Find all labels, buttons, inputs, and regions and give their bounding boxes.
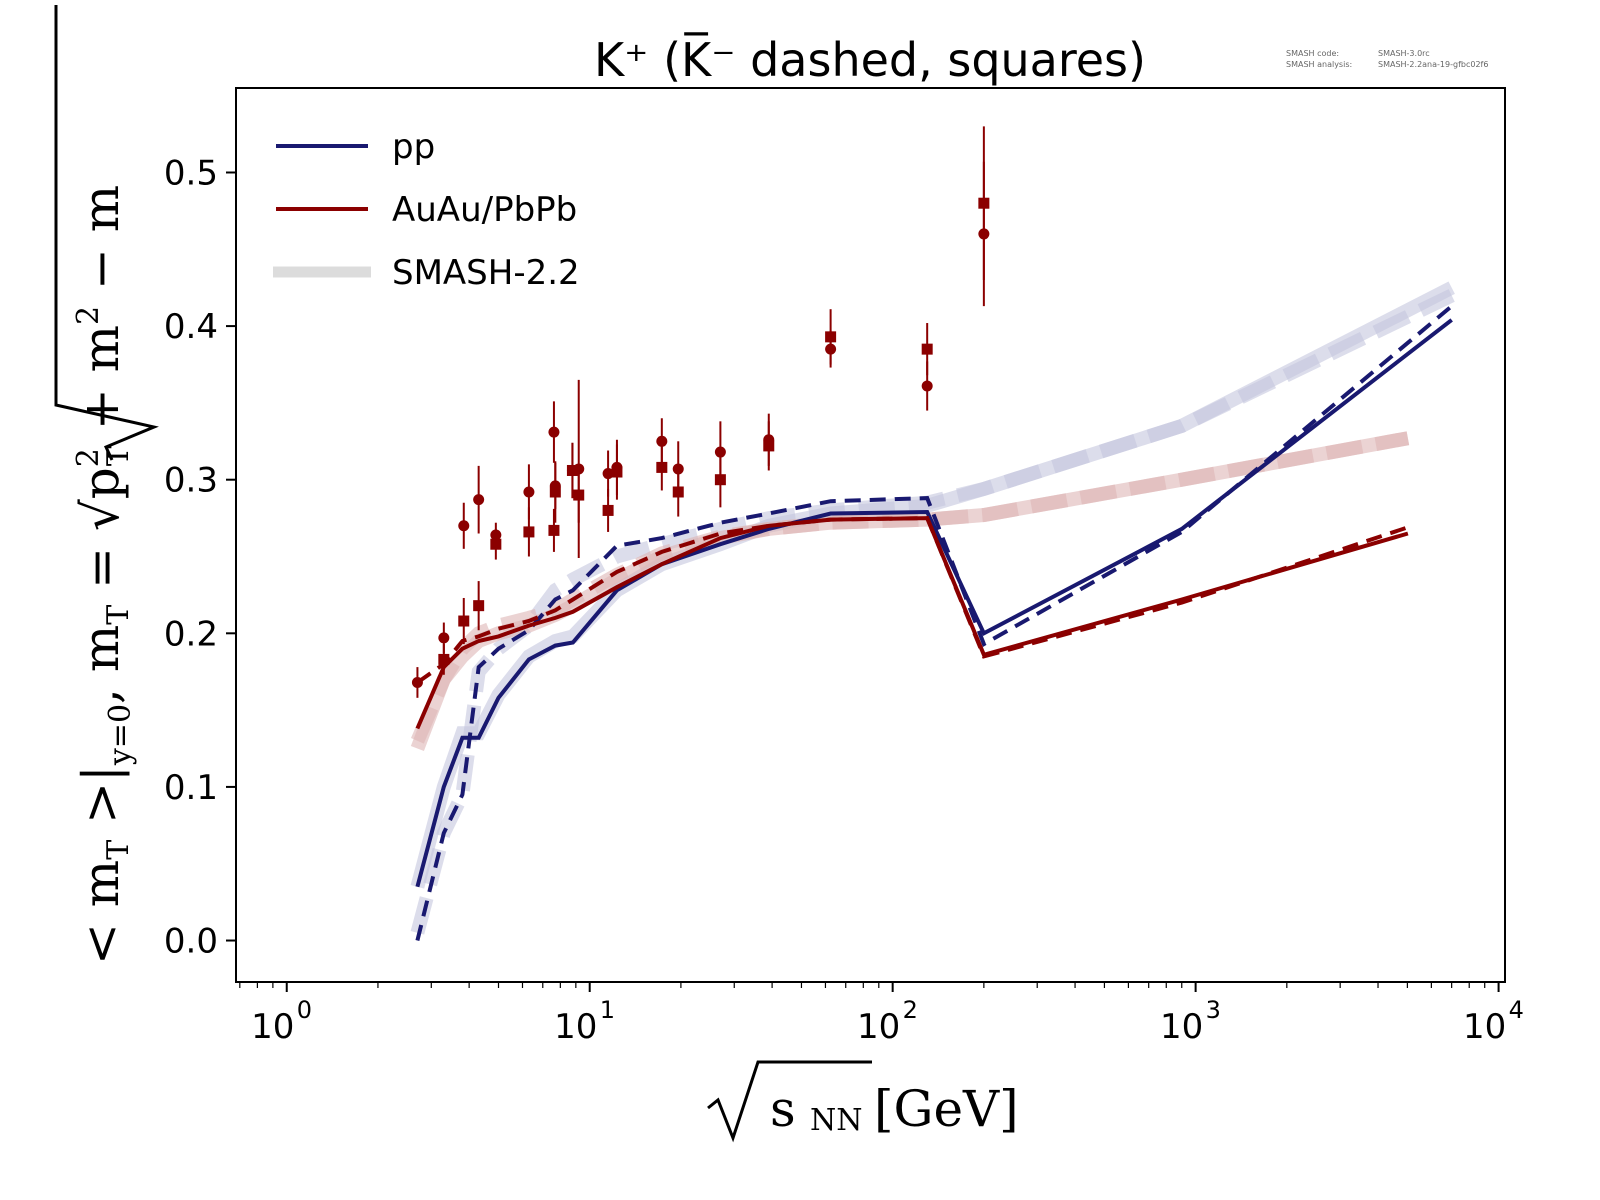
x-axis-label-root <box>707 1060 872 1143</box>
data-point-kminus <box>523 526 535 538</box>
data-point-kminus <box>978 197 990 209</box>
series-line-pp-k-smash-2-2- <box>410 289 1455 935</box>
data-point-kplus <box>921 380 933 392</box>
data-point-kminus <box>714 474 726 486</box>
data-point-kplus <box>438 632 450 644</box>
y-label-m2-sup: 2 <box>71 306 106 325</box>
data-point-kplus <box>473 494 485 506</box>
data-point-kminus <box>656 461 668 473</box>
y-label-lhs2: >| <box>72 765 130 840</box>
data-point-kminus <box>602 504 614 516</box>
legend-label-pp: pp <box>392 127 435 167</box>
legend: pp AuAu/PbPb SMASH-2.2 <box>273 127 580 293</box>
data-point-kminus <box>473 600 485 612</box>
x-tick-label: 10 <box>857 1007 900 1047</box>
y-tick-label: 0.5 <box>164 153 218 193</box>
data-point-kplus <box>411 676 423 688</box>
axes-frame <box>235 87 1506 983</box>
data-point-kminus <box>438 653 450 665</box>
data-point-kminus <box>921 343 933 355</box>
legend-label-smash: SMASH-2.2 <box>392 253 580 293</box>
data-point-kplus <box>523 486 535 498</box>
y-label-lhs-sub: T <box>101 840 136 860</box>
y-label-tail: − m <box>72 185 130 306</box>
data-point-kminus <box>490 538 502 550</box>
data-point-kminus <box>458 615 470 627</box>
y-tick-label: 0.3 <box>164 461 218 501</box>
axis-ticks: 10 0 10 1 10 2 10 3 10 40.00.10.20.30.40.5 <box>164 153 1524 1047</box>
x-axis-label-unit: [GeV] <box>874 1080 1019 1138</box>
y-label-pt: p <box>72 467 130 499</box>
y-label-eq: = √ <box>72 499 130 605</box>
chart-title: K⁺ (K̅⁻ dashed, squares) <box>594 32 1146 87</box>
x-tick-exponent: 0 <box>297 996 312 1024</box>
y-tick-label: 0.1 <box>164 768 218 808</box>
x-tick-label: 10 <box>251 1007 294 1047</box>
data-point-kminus <box>825 331 837 343</box>
y-label-pt-sup: 2 <box>71 448 106 467</box>
version-analysis-value: SMASH-2.2ana-19-gfbc02f6 <box>1378 60 1488 69</box>
x-tick-label: 10 <box>1160 1007 1203 1047</box>
x-tick-exponent: 4 <box>1509 996 1524 1024</box>
y-label-mid: , m <box>72 625 130 704</box>
x-axis-label-s: s <box>770 1080 796 1138</box>
series-line-auau-k-smash-2-2- <box>410 431 1410 751</box>
x-axis-label-sub: NN <box>810 1103 863 1138</box>
legend-label-auau: AuAu/PbPb <box>392 190 577 230</box>
data-point-kminus <box>573 489 585 501</box>
y-axis-label-text: < mT >|y=0, mT = √p2T + m2 − m <box>71 185 138 965</box>
y-label-y0: y=0 <box>103 704 138 766</box>
data-point-kminus <box>763 440 775 452</box>
data-point-kplus <box>458 520 470 532</box>
version-analysis-label: SMASH analysis: <box>1286 60 1352 69</box>
y-tick-label: 0.2 <box>164 614 218 654</box>
y-axis-label-root <box>54 5 159 461</box>
series-line-auau-k- <box>415 516 1409 730</box>
y-tick-label: 0.0 <box>164 922 218 962</box>
data-point-kminus <box>611 466 623 478</box>
version-code-label: SMASH code: <box>1286 49 1339 58</box>
x-tick-exponent: 2 <box>903 996 918 1024</box>
plot-area <box>410 126 1455 941</box>
series-line-pp-k- <box>415 304 1453 941</box>
x-axis-label: s NN [GeV] <box>707 1060 1019 1143</box>
data-point-kminus <box>566 464 578 476</box>
x-tick-exponent: 1 <box>600 996 615 1024</box>
series-line-auau-k-smash-2-2- <box>410 431 1410 744</box>
x-tick-label: 10 <box>554 1007 597 1047</box>
data-point-kminus <box>672 486 684 498</box>
series-line-pp-k- <box>415 318 1453 888</box>
version-code-value: SMASH-3.0rc <box>1378 49 1430 58</box>
y-label-m2: + m <box>72 325 130 446</box>
data-point-kplus <box>548 426 560 438</box>
series-line-auau-k- <box>416 516 1409 685</box>
x-tick-label: 10 <box>1463 1007 1506 1047</box>
data-point-kminus <box>549 486 561 498</box>
y-label-lhs: < m <box>72 860 130 965</box>
data-point-kplus <box>602 468 614 480</box>
y-axis-label: < mT >|y=0, mT = √p2T + m2 − m <box>54 5 159 965</box>
data-point-kminus <box>548 524 560 536</box>
y-label-mid-sub: T <box>101 605 136 625</box>
x-tick-exponent: 3 <box>1206 996 1221 1024</box>
y-tick-label: 0.4 <box>164 307 218 347</box>
y-label-pt-sub: T <box>101 446 136 466</box>
data-point-kplus <box>656 435 668 447</box>
